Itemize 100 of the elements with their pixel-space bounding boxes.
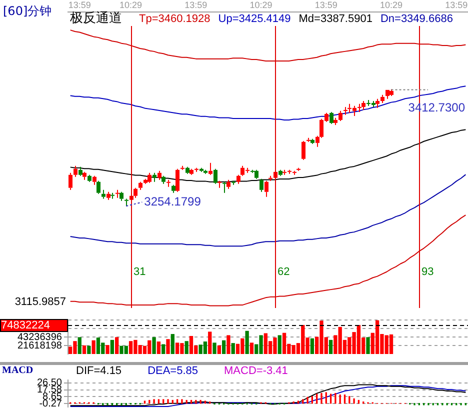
candlestick bbox=[208, 162, 212, 176]
bar bbox=[106, 345, 110, 354]
candlestick bbox=[162, 175, 166, 184]
candlestick bbox=[232, 180, 236, 186]
x-tick-label: 10:29 bbox=[380, 0, 403, 10]
candlestick bbox=[380, 94, 384, 104]
text: Up=3425.4149 bbox=[217, 13, 292, 25]
candlestick bbox=[260, 178, 264, 192]
bar bbox=[184, 341, 188, 354]
bar bbox=[222, 340, 226, 354]
bar bbox=[152, 337, 156, 354]
bar bbox=[87, 346, 91, 354]
candlestick bbox=[296, 167, 300, 172]
candlestick bbox=[138, 181, 142, 190]
candlestick bbox=[330, 111, 334, 124]
candlestick bbox=[278, 169, 282, 176]
candlestick bbox=[344, 106, 348, 116]
bar bbox=[366, 337, 370, 354]
x-tick-label: 10:29 bbox=[250, 0, 272, 10]
candlestick bbox=[152, 172, 156, 182]
candlestick bbox=[204, 169, 208, 174]
bar bbox=[92, 340, 96, 354]
candlestick bbox=[218, 180, 222, 188]
annotation: 93 bbox=[422, 266, 434, 278]
candlestick bbox=[254, 169, 258, 180]
y-tick-label: 43236396 bbox=[18, 332, 62, 343]
text: 3115.9857 bbox=[14, 296, 66, 308]
candlestick bbox=[222, 181, 226, 194]
candlestick bbox=[82, 171, 86, 180]
bar bbox=[226, 335, 230, 354]
candlestick bbox=[302, 140, 306, 160]
bar bbox=[278, 335, 282, 354]
bar bbox=[217, 345, 221, 354]
candlestick bbox=[172, 184, 176, 194]
bar bbox=[245, 330, 249, 354]
candlestick bbox=[186, 166, 190, 174]
candlestick bbox=[190, 168, 194, 176]
bar bbox=[156, 341, 161, 354]
bar bbox=[212, 342, 216, 354]
candlestick bbox=[68, 172, 72, 190]
annotation: 3254.1799 bbox=[144, 194, 202, 208]
candlestick bbox=[282, 169, 286, 176]
bar bbox=[166, 339, 170, 354]
chart-title: [60]分钟 bbox=[3, 4, 52, 18]
candlestick bbox=[376, 98, 380, 108]
candlestick bbox=[386, 90, 390, 100]
x-tick-label: 13:59 bbox=[445, 0, 468, 10]
candlestick bbox=[176, 168, 180, 192]
chart-title: MACD bbox=[2, 365, 34, 376]
bar bbox=[110, 340, 114, 354]
text: MACD=-3.41 bbox=[223, 365, 289, 377]
candlestick bbox=[226, 179, 230, 190]
candlestick bbox=[134, 187, 138, 198]
bar bbox=[96, 338, 100, 354]
candlestick bbox=[310, 138, 314, 144]
text: Dn=3349.6686 bbox=[379, 13, 454, 25]
candlestick bbox=[264, 180, 268, 198]
x-tick-label: 13:59 bbox=[314, 0, 338, 10]
candlestick bbox=[390, 88, 394, 96]
bar bbox=[328, 340, 333, 354]
candlestick bbox=[148, 172, 152, 184]
candlestick bbox=[236, 174, 240, 184]
candlestick bbox=[120, 191, 124, 202]
candlestick bbox=[78, 166, 82, 176]
bar bbox=[231, 343, 235, 354]
text: Md=3387.5901 bbox=[298, 13, 374, 25]
candlestick bbox=[88, 174, 92, 182]
candlestick bbox=[358, 103, 362, 112]
x-tick-label: 10:29 bbox=[120, 0, 142, 10]
candlestick bbox=[214, 168, 218, 184]
candlestick bbox=[116, 189, 120, 198]
candlestick bbox=[334, 117, 338, 126]
bar bbox=[170, 334, 174, 354]
candlestick bbox=[180, 165, 184, 170]
x-tick-label: 13:59 bbox=[68, 0, 91, 10]
candlestick bbox=[338, 110, 342, 122]
bar bbox=[78, 337, 82, 354]
text: DIF=4.15 bbox=[75, 365, 123, 377]
x-tick-label: 13:59 bbox=[184, 0, 208, 10]
candlestick bbox=[268, 175, 272, 182]
candlestick bbox=[292, 170, 296, 176]
text: DEA=5.85 bbox=[146, 365, 200, 377]
candlestick bbox=[158, 170, 162, 180]
bar bbox=[310, 338, 314, 354]
bar bbox=[82, 345, 86, 354]
candlestick bbox=[200, 167, 204, 172]
annotation: 62 bbox=[278, 266, 290, 278]
candlestick bbox=[96, 180, 100, 194]
ref-line-label: 74832224 bbox=[1, 320, 50, 332]
candlestick bbox=[194, 167, 198, 172]
bar bbox=[162, 344, 166, 354]
candlestick bbox=[306, 137, 310, 142]
candlestick bbox=[166, 179, 170, 188]
bar bbox=[115, 337, 119, 354]
candlestick bbox=[288, 169, 292, 174]
y-tick-label: 21618198 bbox=[18, 340, 62, 352]
candlestick bbox=[102, 189, 106, 200]
candlestick bbox=[92, 175, 96, 186]
bar bbox=[208, 332, 212, 354]
candlestick bbox=[74, 165, 78, 178]
